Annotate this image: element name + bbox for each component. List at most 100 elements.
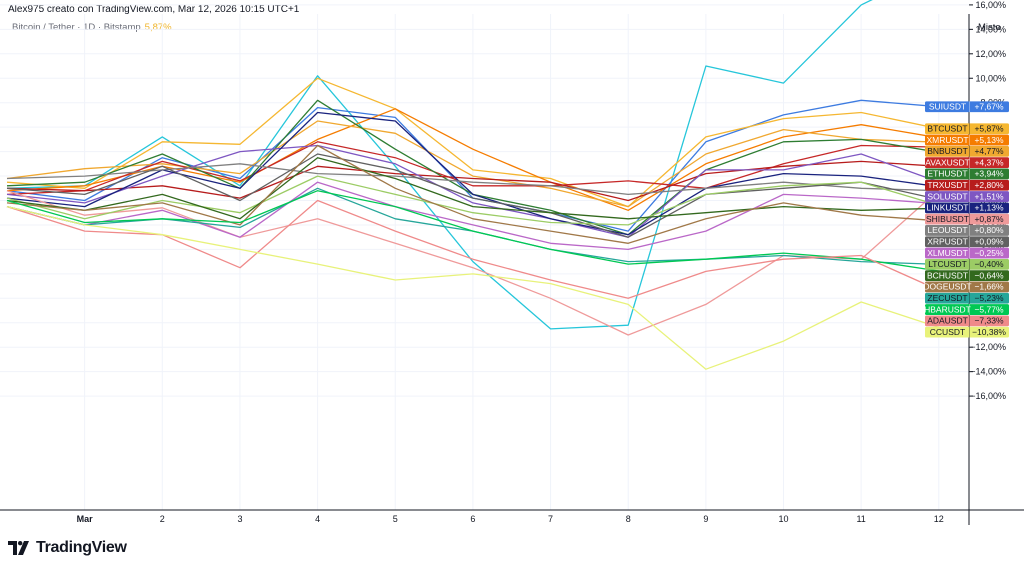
badge-hbarusdt[interactable]: HBARUSDT −5,77% [924,304,1009,315]
badge-background [925,326,1009,338]
series-line-hypeusd[interactable] [6,0,939,330]
badge-value: +0,09% [974,237,1004,247]
x-tick-label: 4 [315,514,320,524]
badge-ccusdt[interactable]: CCUSDT −10,38% [925,326,1009,338]
badge-background [925,202,1009,214]
x-tick-label: 2 [160,514,165,524]
badge-value: +4,77% [974,146,1004,156]
badge-background [925,134,1009,146]
badge-value: +4,37% [974,157,1004,167]
badge-symbol: XMRUSDT [926,135,968,145]
badge-suiusdt[interactable]: SUIUSDT +7,67% [925,101,1009,113]
badge-value: −0,64% [974,270,1004,280]
badge-value: +7,67% [974,102,1004,112]
badge-symbol: XLMUSDT [927,248,968,258]
badge-background [925,157,1009,169]
x-tick-label: 3 [237,514,242,524]
badge-background [925,123,1009,135]
badge-symbol: BCHUSDT [927,270,968,280]
badge-symbol: AVAXUSDT [925,157,970,167]
badge-xrpusdt[interactable]: XRPUSDT +0,09% [925,236,1009,248]
badge-background [925,213,1009,225]
badge-value: +3,94% [974,169,1004,179]
tradingview-logo-icon [8,541,29,555]
badge-value: +1,51% [974,191,1004,201]
scale-mode-label[interactable]: Misto [978,22,1001,33]
badge-zecusdt[interactable]: ZECUSDT −5,23% [925,292,1009,304]
y-tick-label: −16,00% [970,391,1006,401]
badge-value: −5,23% [974,293,1004,303]
badge-value: +5,87% [974,124,1004,134]
badge-shibusdt[interactable]: SHIBUSDT +0,87% [925,213,1009,225]
badge-ltcusdt[interactable]: LTCUSDT −0,40% [925,258,1009,270]
badge-background [925,225,1009,236]
badge-value: +0,80% [974,225,1004,235]
badge-dogeusdt[interactable]: DOGEUSDT −1,66% [923,281,1009,293]
badge-background [925,179,1009,191]
series-line-leousdt[interactable] [6,163,939,196]
y-tick-label: 16,00% [975,0,1006,10]
x-tick-label: 5 [393,514,398,524]
tradingview-brand[interactable]: TradingView [8,538,127,558]
x-tick-label: 6 [470,514,475,524]
series-line-solusdt[interactable] [6,144,940,238]
badge-ethusdt[interactable]: ETHUSDT +3,94% [925,168,1009,180]
badge-value: +0,87% [974,214,1004,224]
series-line-hbarusdt[interactable] [6,190,939,272]
series-line-bnbusdt[interactable] [6,120,939,208]
badge-value: −0,40% [974,259,1004,269]
badge-symbol: BNBUSDT [927,146,968,156]
badge-background [925,168,1009,180]
badge-background [925,236,1009,248]
x-tick-label: 7 [548,514,553,524]
badge-symbol: LTCUSDT [928,259,967,269]
badge-xlmusdt[interactable]: XLMUSDT −0,25% [925,247,1009,259]
series-line-xrpusdt[interactable] [6,153,939,238]
series-line-dogeusdt[interactable] [6,144,939,244]
badge-background [925,191,1009,202]
grid [0,4,969,510]
badge-value: −1,66% [974,282,1004,292]
badge-symbol: DOGEUSDT [923,282,971,292]
badge-bnbusdt[interactable]: BNBUSDT +4,77% [925,145,1009,157]
series-line-avaxusdt[interactable] [6,141,939,196]
badge-symbol: TRXUSDT [927,180,967,190]
badge-background [925,145,1009,157]
badge-symbol: LEOUSDT [927,225,967,235]
brand-name: TradingView [36,539,127,556]
badge-symbol: LINKUSDT [926,203,968,213]
y-tick-label: −12,00% [970,342,1006,352]
badge-background [925,101,1009,113]
badge-solusdt[interactable]: SOLUSDT +1,51% [925,191,1009,202]
series-line-xlmusdt[interactable] [6,181,939,251]
badge-adausdt[interactable]: ADAUSDT −7,33% [925,315,1009,327]
badge-btcusdt[interactable]: BTCUSDT +5,87% [925,123,1009,135]
badge-avaxusdt[interactable]: AVAXUSDT +4,37% [925,157,1009,169]
symbol-info[interactable]: Bitcoin / Tether · 1D · Bitstamp 5,87% [12,22,172,33]
badge-symbol: SUIUSDT [929,102,966,112]
chart-credit: Alex975 creato con TradingView.com, Mar … [8,4,300,15]
x-axis-ticks: Mar 2 3 4 5 6 7 8 9 10 11 12 [77,514,944,524]
badge-leousdt[interactable]: LEOUSDT +0,80% [925,225,1009,236]
badge-value: +5,13% [974,135,1004,145]
y-tick-label: 10,00% [975,73,1006,83]
series-badges: HYPEUSD+19,07%SUIUSDT+7,67%BTCUSDT+5,87%… [923,101,1009,338]
x-tick-label: Mar [77,514,94,524]
y-tick-label: 14,00% [975,24,1006,34]
badge-symbol: HBARUSDT [924,304,971,314]
badge-bchusdt[interactable]: BCHUSDT −0,64% [925,270,1009,282]
badge-value: −7,33% [974,316,1004,326]
badge-background [925,258,1009,270]
badge-background [925,292,1009,304]
badge-trxusdt[interactable]: TRXUSDT +2,80% [925,179,1009,191]
series-line-bchusdt[interactable] [6,157,939,220]
series-line-ccusdt[interactable] [6,205,940,370]
badge-linkusdt[interactable]: LINKUSDT +1,13% [925,202,1009,214]
badge-xmrusdt[interactable]: XMRUSDT +5,13% [925,134,1009,146]
series-line-btcusdt[interactable] [6,77,939,208]
series-line-ltcusdt[interactable] [6,175,939,226]
x-tick-label: 12 [934,514,944,524]
x-tick-label: 10 [778,514,788,524]
series-line-trxusdt[interactable] [6,160,939,202]
